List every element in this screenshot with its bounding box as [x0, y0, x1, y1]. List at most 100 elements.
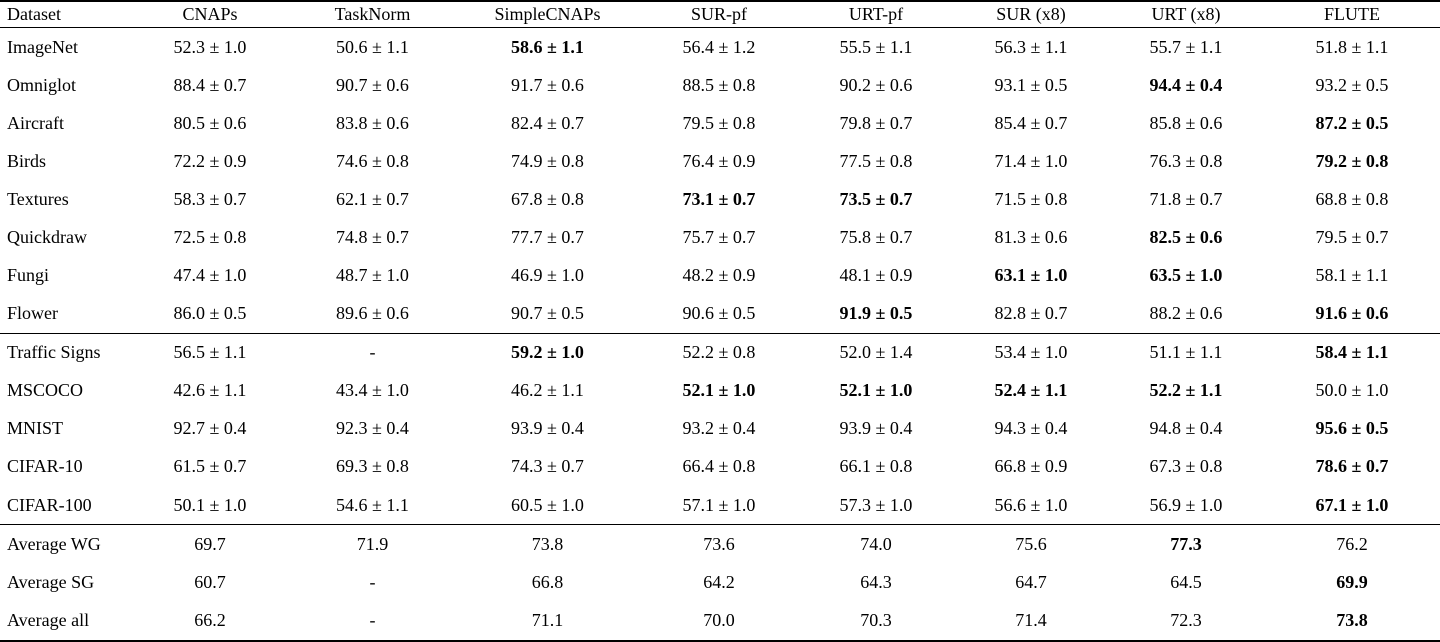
result-cell: 62.1 ± 0.7 [336, 188, 409, 209]
dataset-label: Average WG [7, 533, 101, 554]
result-cell: 58.6 ± 1.1 [511, 36, 584, 57]
result-cell: 64.5 [1170, 571, 1202, 592]
result-cell: 56.5 ± 1.1 [173, 342, 247, 363]
result-cell: 93.2 ± 0.4 [682, 418, 756, 439]
table-row: Quickdraw 72.5 ± 0.8 74.8 ± 0.7 77.7 ± 0.7 7… [0, 218, 1440, 256]
result-cell: 50.1 ± 1.0 [173, 494, 247, 515]
dataset-label: Birds [7, 150, 47, 171]
result-cell: 78.6 ± 0.7 [1315, 456, 1389, 477]
result-cell: 74.8 ± 0.7 [336, 226, 409, 247]
result-cell: 71.5 ± 0.8 [994, 188, 1068, 209]
result-cell: 82.5 ± 0.6 [1149, 226, 1223, 247]
table-row: CIFAR-10 61.5 ± 0.7 69.3 ± 0.8 74.3 ± 0.7 66… [0, 448, 1440, 486]
result-cell: 52.2 ± 1.1 [1149, 380, 1223, 401]
result-cell: 66.4 ± 0.8 [682, 456, 756, 477]
table-row: Omniglot 88.4 ± 0.7 90.7 ± 0.6 91.7 ± 0.6 88… [0, 66, 1440, 104]
result-cell: 75.6 [1015, 533, 1047, 554]
dataset-label: Fungi [7, 264, 50, 285]
result-cell: 91.6 ± 0.6 [1315, 302, 1389, 323]
result-cell: 71.8 ± 0.7 [1149, 188, 1223, 209]
result-cell: 48.1 ± 0.9 [839, 264, 913, 285]
column-header-urt-pf: URT-pf [848, 4, 904, 24]
result-cell: 64.7 [1015, 571, 1047, 592]
result-cell: 54.6 ± 1.1 [336, 494, 409, 515]
result-cell: 87.2 ± 0.5 [1315, 112, 1389, 133]
result-cell: 91.9 ± 0.5 [839, 302, 913, 323]
table-row: Average all 66.2 - 71.1 70.0 70.3 71.4 72.3 73.8 [0, 601, 1440, 641]
result-cell: 88.2 ± 0.6 [1149, 302, 1223, 323]
result-cell: 51.1 ± 1.1 [1149, 342, 1223, 363]
table-row: Average SG 60.7 - 66.8 64.2 64.3 64.7 64.5 69.9 [0, 563, 1440, 601]
result-cell: 68.8 ± 0.8 [1315, 188, 1389, 209]
result-cell: 72.3 [1170, 610, 1202, 631]
result-cell: 63.5 ± 1.0 [1149, 264, 1223, 285]
result-cell: 69.9 [1336, 571, 1368, 592]
result-cell: 92.7 ± 0.4 [173, 418, 247, 439]
result-cell: 80.5 ± 0.6 [173, 112, 247, 133]
result-cell: 74.3 ± 0.7 [511, 456, 584, 477]
result-cell: 79.5 ± 0.7 [1315, 226, 1389, 247]
result-cell: 66.8 [531, 571, 564, 592]
result-cell: 56.9 ± 1.0 [1149, 494, 1223, 515]
table-row: Flower 86.0 ± 0.5 89.6 ± 0.6 90.7 ± 0.5 90.6… [0, 294, 1440, 333]
result-cell: 76.2 [1336, 533, 1368, 554]
result-cell: 52.0 ± 1.4 [839, 342, 913, 363]
result-cell: 48.2 ± 0.9 [682, 264, 756, 285]
header-row: Dataset CNAPs TaskNorm SimpleCNAPs SUR-pf URT… [0, 1, 1440, 28]
result-cell: 57.1 ± 1.0 [682, 494, 756, 515]
column-header-urt-x8: URT (x8) [1151, 4, 1221, 24]
result-cell: 61.5 ± 0.7 [173, 456, 247, 477]
table-row: MSCOCO 42.6 ± 1.1 43.4 ± 1.0 46.2 ± 1.1 52.1… [0, 372, 1440, 410]
result-cell: 89.6 ± 0.6 [336, 302, 409, 323]
table-section-3: Average WG 69.7 71.9 73.8 73.6 74.0 75.6 77.3 76… [0, 524, 1440, 641]
result-cell: 71.1 [531, 610, 564, 631]
result-cell: 64.2 [703, 571, 735, 592]
result-cell: 93.9 ± 0.4 [511, 418, 584, 439]
result-cell: 71.4 [1015, 610, 1047, 631]
result-cell: 77.3 [1170, 533, 1202, 554]
column-header-cnaps: CNAPs [182, 4, 238, 24]
result-cell: 67.1 ± 1.0 [1315, 494, 1389, 515]
table-row: Average WG 69.7 71.9 73.8 73.6 74.0 75.6 77.3 76… [0, 525, 1440, 564]
result-cell: 67.3 ± 0.8 [1149, 456, 1223, 477]
result-cell: 83.8 ± 0.6 [336, 112, 409, 133]
result-cell: 46.9 ± 1.0 [511, 264, 584, 285]
result-cell: 50.0 ± 1.0 [1315, 380, 1389, 401]
result-cell: 73.5 ± 0.7 [839, 188, 913, 209]
result-cell: 79.2 ± 0.8 [1315, 150, 1389, 171]
result-cell: 94.4 ± 0.4 [1149, 74, 1223, 95]
result-cell: 55.5 ± 1.1 [839, 36, 913, 57]
table-row: MNIST 92.7 ± 0.4 92.3 ± 0.4 93.9 ± 0.4 93.2 … [0, 410, 1440, 448]
table-row: Textures 58.3 ± 0.7 62.1 ± 0.7 67.8 ± 0.8 73… [0, 180, 1440, 218]
result-cell: 88.5 ± 0.8 [682, 74, 756, 95]
result-cell: 90.2 ± 0.6 [839, 74, 913, 95]
result-cell: 91.7 ± 0.6 [511, 74, 584, 95]
result-cell: 64.3 [860, 571, 892, 592]
dataset-label: MNIST [7, 418, 64, 439]
result-cell: 70.3 [860, 610, 892, 631]
result-cell: 79.5 ± 0.8 [682, 112, 756, 133]
dataset-label: Omniglot [7, 74, 77, 95]
result-cell: 46.2 ± 1.1 [511, 380, 584, 401]
result-cell: 52.1 ± 1.0 [839, 380, 913, 401]
result-cell: 56.6 ± 1.0 [994, 494, 1068, 515]
result-cell: 52.3 ± 1.0 [173, 36, 247, 57]
dataset-label: CIFAR-100 [7, 494, 92, 515]
result-cell: 66.8 ± 0.9 [994, 456, 1068, 477]
result-cell: 74.6 ± 0.8 [336, 150, 409, 171]
table-row: CIFAR-100 50.1 ± 1.0 54.6 ± 1.1 60.5 ± 1.0 5… [0, 486, 1440, 525]
result-cell: 66.1 ± 0.8 [839, 456, 913, 477]
dataset-label: Average all [7, 610, 90, 631]
dataset-label: Quickdraw [7, 226, 87, 247]
result-cell: 59.2 ± 1.0 [511, 342, 584, 363]
table-section-2: Traffic Signs 56.5 ± 1.1 - 59.2 ± 1.0 52.2 ±… [0, 333, 1440, 525]
result-cell: 70.0 [703, 610, 735, 631]
result-cell: 60.5 ± 1.0 [511, 494, 584, 515]
result-cell: 94.8 ± 0.4 [1149, 418, 1223, 439]
result-cell: 43.4 ± 1.0 [336, 380, 409, 401]
column-header-flute: FLUTE [1324, 4, 1380, 24]
result-cell: 52.4 ± 1.1 [994, 380, 1068, 401]
result-cell: 85.8 ± 0.6 [1149, 112, 1223, 133]
result-cell: 75.7 ± 0.7 [682, 226, 756, 247]
result-cell: 72.2 ± 0.9 [173, 150, 247, 171]
